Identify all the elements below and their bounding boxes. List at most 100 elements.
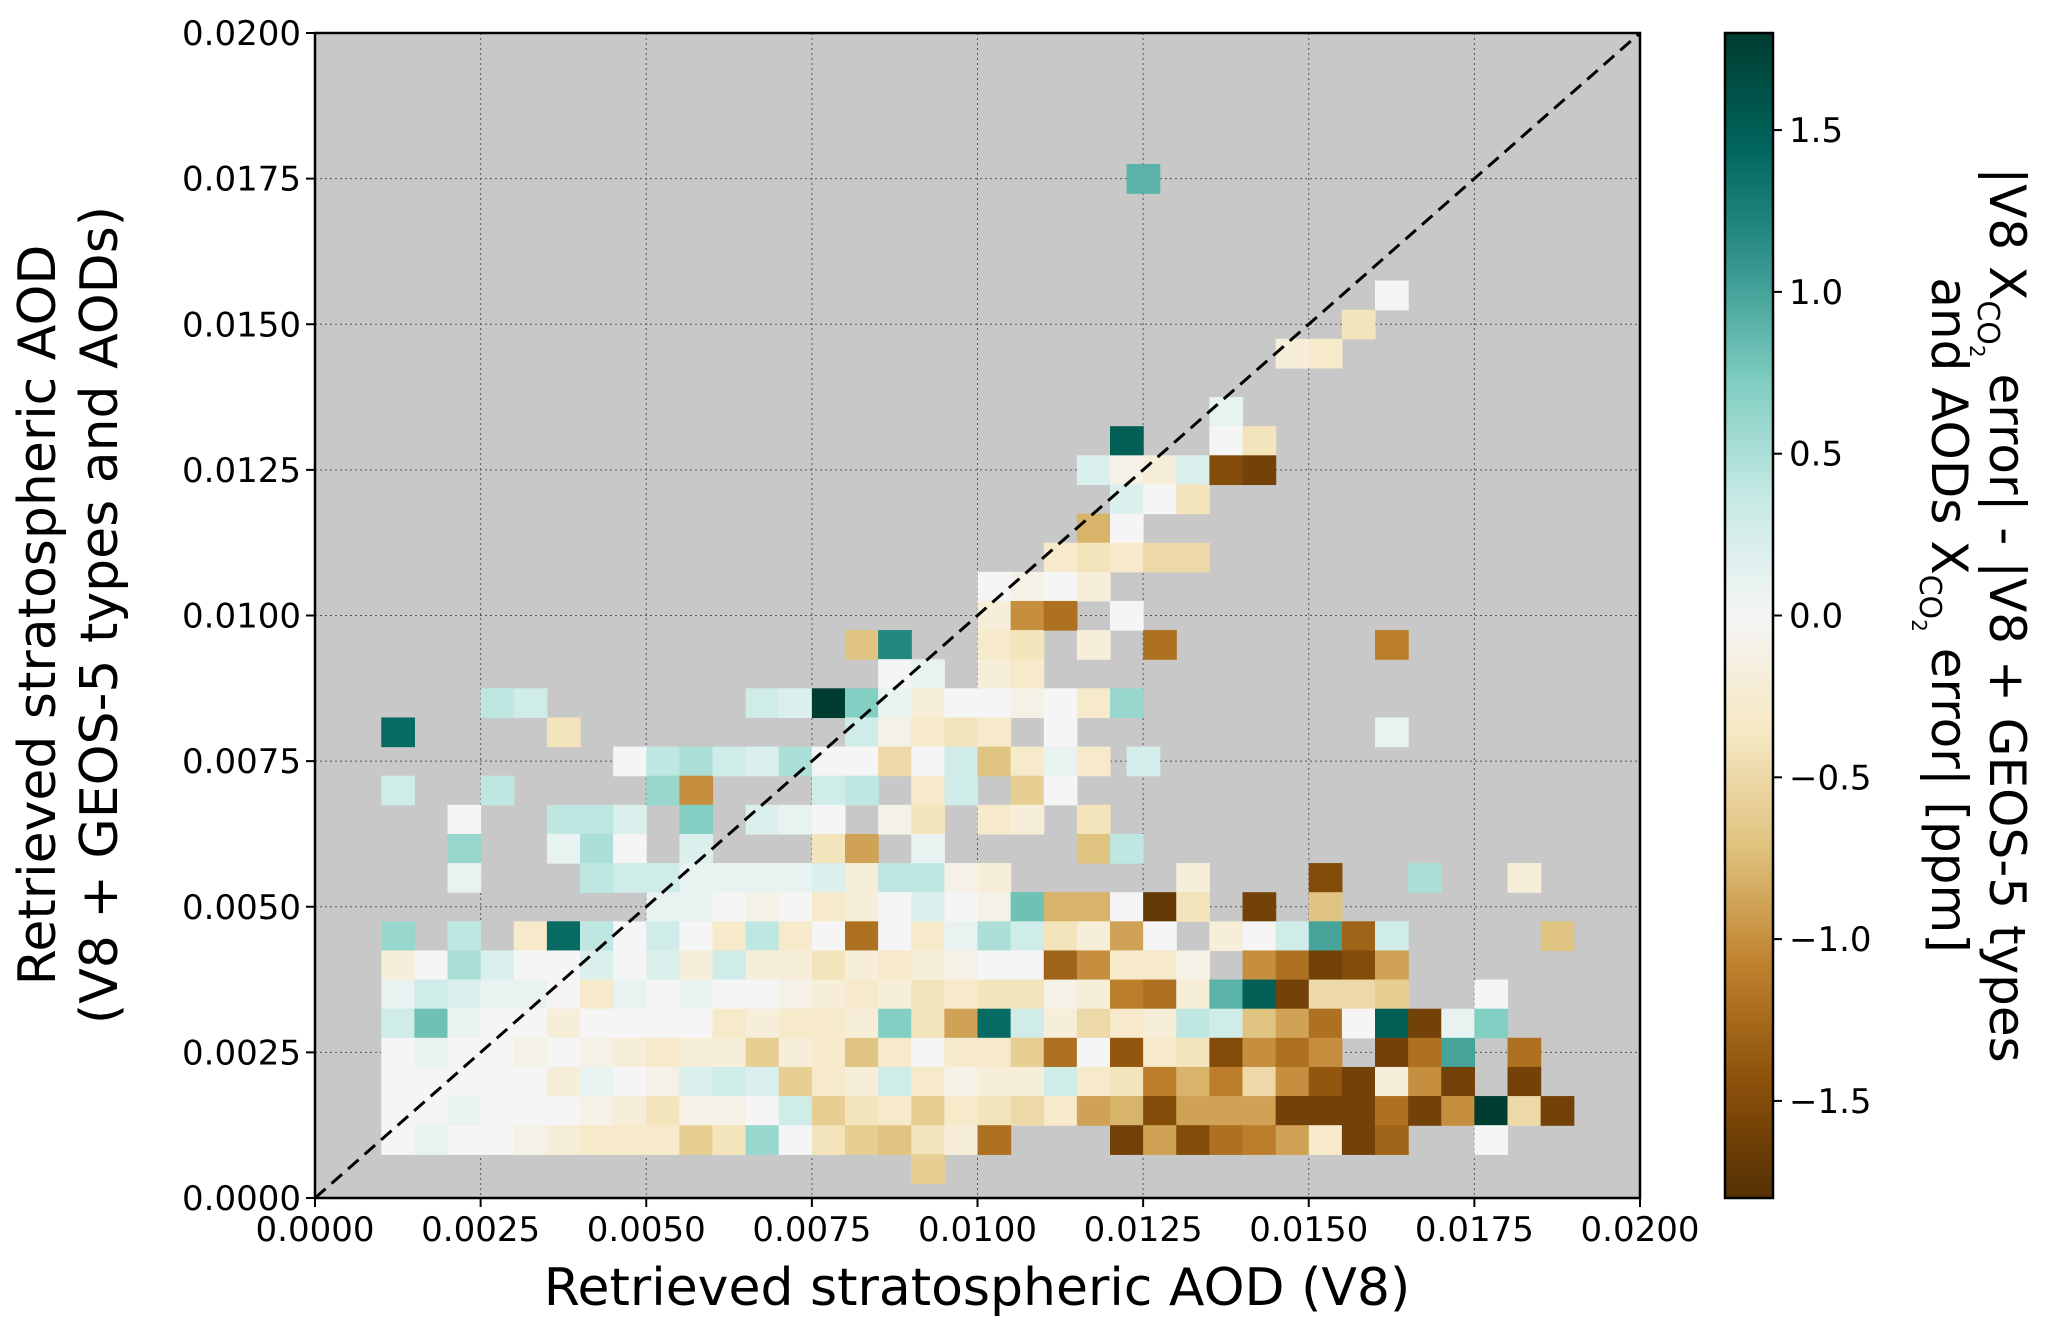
heatmap-cell (745, 950, 780, 981)
heatmap-cell (1375, 1066, 1409, 1097)
heatmap-cell (546, 833, 581, 864)
heatmap-cell (381, 1096, 415, 1126)
heatmap-cell (480, 950, 515, 981)
heatmap-cell (811, 804, 846, 835)
heatmap-cell (679, 775, 714, 806)
heatmap-cell (381, 1125, 415, 1155)
heatmap-cell (878, 921, 912, 952)
heatmap-cell (845, 1125, 879, 1155)
heatmap-cell (1110, 979, 1144, 1010)
heatmap-cell (911, 688, 945, 719)
heatmap-cell (381, 921, 415, 952)
heatmap-cell (911, 950, 945, 981)
heatmap-cell (580, 1037, 614, 1068)
heatmap-cell (1010, 979, 1045, 1010)
heatmap-cell (646, 979, 680, 1010)
heatmap-cell (1474, 1008, 1509, 1039)
heatmap-cell (646, 1066, 680, 1097)
heatmap-cell (546, 1066, 581, 1097)
heatmap-cell (1110, 426, 1144, 456)
heatmap-cell (1043, 775, 1078, 806)
svg-text:and AODs XCO2 error| [ppm]: and AODs XCO2 error| [ppm] (1907, 277, 1978, 953)
heatmap-cell (712, 1096, 747, 1126)
heatmap-cell (1308, 1037, 1343, 1068)
heatmap-cell (679, 950, 714, 981)
heatmap-cell (1209, 455, 1244, 486)
heatmap-cell (878, 804, 912, 835)
heatmap-cell (1275, 338, 1310, 369)
heatmap-cell (1242, 1066, 1277, 1097)
heatmap-cell (679, 833, 714, 864)
heatmap-cell (1176, 1008, 1210, 1039)
heatmap-cell (878, 1096, 912, 1126)
heatmap-cell (546, 804, 581, 835)
heatmap-cell (745, 892, 780, 922)
x-tick-label: 0.0200 (1581, 1210, 1700, 1250)
heatmap-cell (1176, 1066, 1210, 1097)
svg-text:Retrieved stratospheric AOD: Retrieved stratospheric AOD (8, 245, 68, 986)
heatmap-cell (944, 746, 979, 777)
heatmap-cell (580, 804, 614, 835)
heatmap-cell (613, 746, 647, 777)
heatmap-cell (1076, 892, 1111, 922)
heatmap-cell (1308, 979, 1343, 1010)
heatmap-cell (546, 950, 581, 981)
heatmap-cell (1474, 1096, 1509, 1126)
heatmap-cell (778, 746, 813, 777)
heatmap-cell (1126, 164, 1161, 194)
heatmap-cell (845, 863, 879, 893)
heatmap-cell (1143, 455, 1177, 486)
heatmap-cell (845, 717, 879, 748)
heatmap-cell (447, 979, 482, 1010)
heatmap-cell (811, 1066, 846, 1097)
heatmap-cell (613, 1037, 647, 1068)
heatmap-cell (1110, 484, 1144, 515)
y-axis-title: Retrieved stratospheric AOD (V8 + GEOS-5… (8, 206, 130, 1024)
heatmap-cell (1043, 950, 1078, 981)
heatmap-cell (1076, 1008, 1111, 1039)
heatmap-cell (712, 1037, 747, 1068)
heatmap-cell (546, 1096, 581, 1126)
heatmap-cell (480, 688, 515, 719)
heatmap-cell (712, 863, 747, 893)
heatmap-cell (1043, 892, 1078, 922)
heatmap-cell (1242, 1037, 1277, 1068)
heatmap-cell (381, 1037, 415, 1068)
heatmap-cell (944, 1096, 979, 1126)
heatmap-cell (414, 1066, 449, 1097)
heatmap-cell (1474, 1125, 1509, 1155)
x-tick-label: 0.0150 (1249, 1210, 1368, 1250)
heatmap-cell (712, 746, 747, 777)
heatmap-cell (745, 688, 780, 719)
heatmap-cell (1341, 1008, 1376, 1039)
heatmap-cell (1540, 921, 1575, 952)
heatmap-cell (911, 921, 945, 952)
heatmap-cell (513, 950, 548, 981)
heatmap-cell (1076, 950, 1111, 981)
colorbar-tick-label: 0.0 (1789, 597, 1843, 637)
heatmap-cell (1375, 717, 1409, 748)
heatmap-cell (513, 1037, 548, 1068)
heatmap-cell (1143, 921, 1177, 952)
heatmap-cell (646, 1096, 680, 1126)
heatmap-cell (513, 921, 548, 952)
heatmap-cell (580, 1066, 614, 1097)
heatmap-cell (944, 979, 979, 1010)
heatmap-cell (546, 717, 581, 748)
heatmap-cell (1110, 600, 1144, 631)
heatmap-cell (613, 1066, 647, 1097)
heatmap-cell (977, 630, 1012, 660)
heatmap-cell (1242, 921, 1277, 952)
heatmap-cell (1341, 1125, 1376, 1155)
heatmap-cell (1076, 833, 1111, 864)
heatmap-cell (1341, 1096, 1376, 1126)
heatmap-cell (944, 717, 979, 748)
heatmap-cell (480, 979, 515, 1010)
heatmap-cell (1043, 921, 1078, 952)
heatmap-cell (778, 921, 813, 952)
x-tick-label: 0.0050 (587, 1210, 706, 1250)
heatmap-cell (414, 1125, 449, 1155)
heatmap-cell (513, 1066, 548, 1097)
heatmap-cell (878, 630, 912, 660)
heatmap-cell (1010, 1096, 1045, 1126)
